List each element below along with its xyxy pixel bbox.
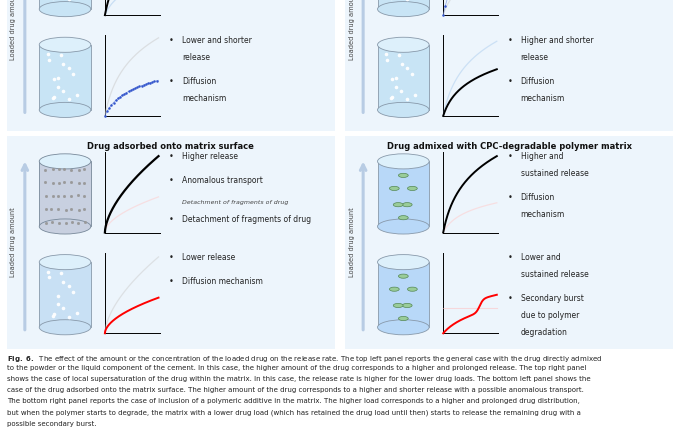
Text: •: • [507,152,513,161]
Ellipse shape [39,154,91,169]
Text: mechanism: mechanism [521,210,565,219]
Ellipse shape [403,304,412,307]
Ellipse shape [39,2,91,16]
Text: shows the case of local supersaturation of the drug within the matrix. In this c: shows the case of local supersaturation … [7,376,590,382]
Text: Loaded drug amount: Loaded drug amount [349,0,355,60]
Text: •: • [169,176,174,185]
FancyBboxPatch shape [377,45,429,110]
Text: •: • [169,277,174,286]
Ellipse shape [377,102,429,117]
Ellipse shape [398,173,408,178]
Text: •: • [169,253,174,262]
Text: •: • [169,152,174,161]
Text: •: • [507,193,513,202]
Text: release: release [521,52,549,61]
Text: •: • [169,36,174,45]
Ellipse shape [377,154,429,169]
Ellipse shape [39,219,91,234]
Text: Higher release: Higher release [182,152,238,161]
Text: mechanism: mechanism [182,94,226,103]
Text: •: • [507,294,513,303]
Text: Diffusion: Diffusion [521,193,555,202]
Text: Anomalous transport: Anomalous transport [182,176,263,185]
Ellipse shape [398,216,408,220]
Text: The bottom right panel reports the case of inclusion of a polymeric additive in : The bottom right panel reports the case … [7,398,579,404]
Ellipse shape [407,287,418,291]
Text: but when the polymer starts to degrade, the matrix with a lower drug load (which: but when the polymer starts to degrade, … [7,410,581,416]
Ellipse shape [398,317,408,320]
Text: degradation: degradation [521,328,568,337]
FancyBboxPatch shape [3,0,338,133]
Ellipse shape [377,37,429,52]
Text: •: • [507,36,513,45]
FancyBboxPatch shape [377,162,429,226]
Ellipse shape [390,186,399,191]
Ellipse shape [390,287,399,291]
Text: due to polymer: due to polymer [521,311,579,320]
Text: •: • [169,77,174,86]
Text: Higher and: Higher and [521,152,563,161]
Text: •: • [169,215,174,223]
Ellipse shape [39,320,91,335]
Text: •: • [507,77,513,86]
Text: Secondary burst: Secondary burst [521,294,583,303]
FancyBboxPatch shape [377,262,429,327]
Text: possible secondary burst.: possible secondary burst. [7,421,97,427]
Ellipse shape [377,255,429,270]
FancyBboxPatch shape [3,134,338,351]
Ellipse shape [393,304,403,307]
Text: release: release [182,52,210,61]
Text: Diffusion: Diffusion [182,77,217,86]
Ellipse shape [407,186,418,191]
Ellipse shape [393,203,403,207]
Ellipse shape [39,37,91,52]
Text: case of the drug adsorbed onto the matrix surface. The higher amount of the drug: case of the drug adsorbed onto the matri… [7,388,583,393]
Text: Detachment of fragments of drug: Detachment of fragments of drug [182,215,311,223]
Ellipse shape [39,255,91,270]
Text: Drug admixed with CPC-degradable polymer matrix: Drug admixed with CPC-degradable polymer… [387,142,632,151]
Text: Diffusion: Diffusion [521,77,555,86]
FancyBboxPatch shape [39,162,91,226]
Ellipse shape [377,219,429,234]
Text: Loaded drug amount: Loaded drug amount [349,207,355,278]
Text: to the powder or the liquid component of the cement. In this case, the higher am: to the powder or the liquid component of… [7,365,586,371]
Text: Drug adsorbed onto matrix surface: Drug adsorbed onto matrix surface [88,142,254,151]
Text: Loaded drug amount: Loaded drug amount [10,0,16,60]
Text: Diffusion mechanism: Diffusion mechanism [182,277,263,286]
FancyBboxPatch shape [377,0,429,9]
Text: Detachment of fragments of drug: Detachment of fragments of drug [182,200,289,205]
Text: $\bf{Fig.\ 6.}$  The effect of the amount or the concentration of the loaded dru: $\bf{Fig.\ 6.}$ The effect of the amount… [7,354,602,364]
Ellipse shape [403,203,412,207]
Ellipse shape [39,102,91,117]
Text: mechanism: mechanism [182,0,226,2]
Text: Lower and: Lower and [521,253,560,262]
FancyBboxPatch shape [342,134,677,351]
Text: mechanism: mechanism [521,0,565,2]
Ellipse shape [377,2,429,16]
Text: sustained release: sustained release [521,270,588,279]
Text: Lower and shorter: Lower and shorter [182,36,252,45]
Text: Loaded drug amount: Loaded drug amount [10,207,16,278]
Text: Higher and shorter: Higher and shorter [521,36,593,45]
FancyBboxPatch shape [39,45,91,110]
FancyBboxPatch shape [39,262,91,327]
Text: mechanism: mechanism [521,94,565,103]
FancyBboxPatch shape [39,0,91,9]
Ellipse shape [377,320,429,335]
FancyBboxPatch shape [342,0,677,133]
Text: sustained release: sustained release [521,169,588,178]
Text: •: • [507,253,513,262]
Text: Lower release: Lower release [182,253,235,262]
Ellipse shape [398,274,408,278]
